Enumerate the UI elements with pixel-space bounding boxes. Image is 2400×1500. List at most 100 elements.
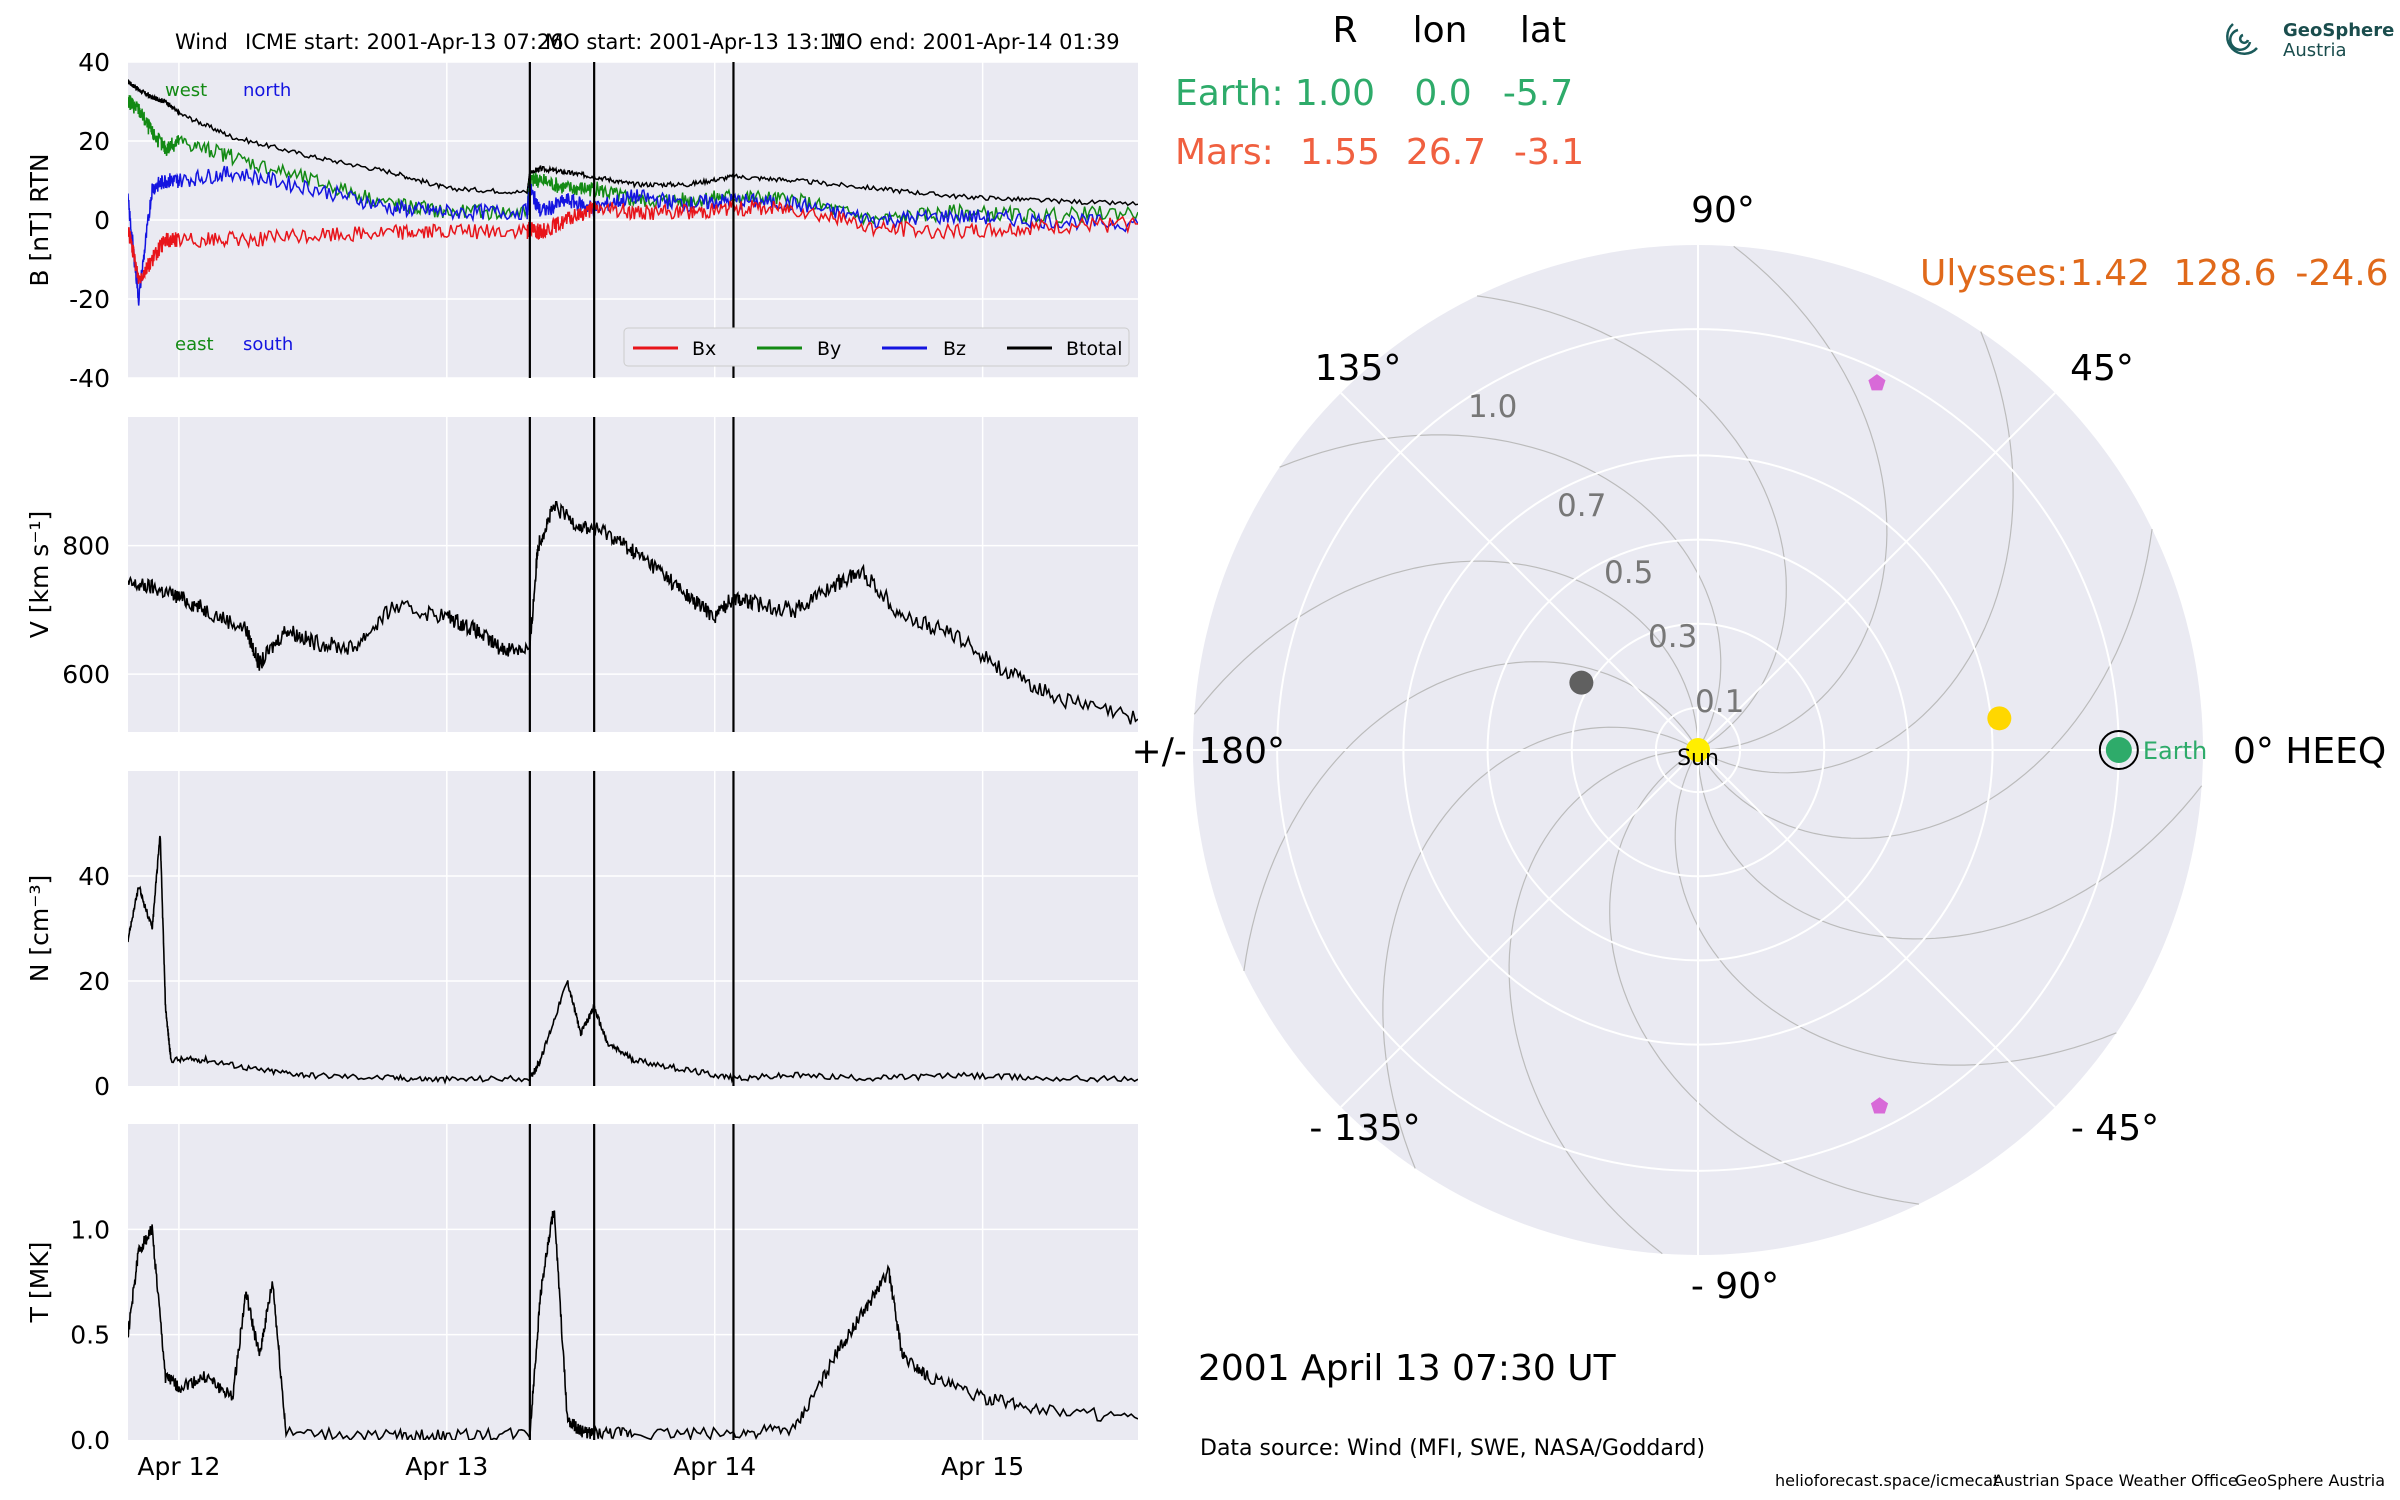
earth-ring xyxy=(2098,730,2139,770)
earth-label: Earth xyxy=(2143,737,2207,765)
mars-name: Mars: xyxy=(1175,132,1274,173)
angular-gridline xyxy=(1697,392,2056,751)
angle-label: 0° HEEQ xyxy=(2233,731,2386,772)
y-tick-label: 0.5 xyxy=(70,1321,110,1350)
footer-org: GeoSphere Austria xyxy=(2235,1471,2385,1490)
west-label: west xyxy=(165,80,207,101)
east-label: east xyxy=(175,334,214,355)
r-tick-label: 0.1 xyxy=(1695,684,1744,720)
sun-marker xyxy=(1686,738,1710,762)
series-line xyxy=(128,835,1138,1085)
y-tick-label: 40 xyxy=(78,48,110,77)
sun-label: Sun xyxy=(1677,746,1719,771)
mars-lat: -3.1 xyxy=(1514,132,1584,173)
panel-1: 40 20 0 -20 -40 B [nT] RTN xyxy=(25,48,1138,393)
legend-bx: Bx xyxy=(692,338,716,360)
series-bz xyxy=(128,165,1138,306)
series-bx xyxy=(128,199,1138,284)
ulysses-r: 1.42 xyxy=(2070,253,2150,294)
ulysses-name: Ulysses: xyxy=(1920,253,2068,294)
angle-label: 135° xyxy=(1315,348,1402,389)
mo-end-label: MO end: 2001-Apr-14 01:39 xyxy=(828,30,1120,54)
panel-2: 800 600 V [km s⁻¹] xyxy=(25,417,1138,732)
r-tick-label: 0.7 xyxy=(1557,488,1606,524)
panel-background xyxy=(128,417,1138,732)
polar-plot: 0.1 0.3 0.5 0.7 1.0 90° 45° 0° HEEQ - 45° - 90° - … xyxy=(1132,190,2387,1307)
angle-label: +/- 180° xyxy=(1132,731,1285,772)
angular-gridline xyxy=(1340,392,1699,751)
col-r: R xyxy=(1332,10,1357,51)
y-tick-label: 1.0 xyxy=(70,1215,110,1244)
panel-background xyxy=(128,1124,1138,1440)
planet-marker xyxy=(1987,706,2012,731)
series-line xyxy=(128,501,1138,725)
ulysses-lat: -24.6 xyxy=(2295,253,2388,294)
x-tick-label: Apr 12 xyxy=(137,1452,220,1481)
spacecraft-marker xyxy=(1868,374,1886,391)
date-text: 2001 April 13 07:30 UT xyxy=(1198,1348,1617,1389)
earth-marker xyxy=(2105,737,2132,763)
south-label: south xyxy=(243,334,293,355)
y-axis-label: T [MK] xyxy=(25,1242,54,1324)
y-tick-label: 600 xyxy=(62,660,110,689)
icme-start-label: ICME start: 2001-Apr-13 07:26 xyxy=(245,30,564,54)
col-lon: lon xyxy=(1413,10,1468,51)
geosphere-logo: GeoSphere Austria xyxy=(2226,20,2394,61)
x-tick-label: Apr 14 xyxy=(673,1452,756,1481)
time-series-panels: 40 20 0 -20 -40 B [nT] RTN 800 600 V [km s⁻¹] 40 2… xyxy=(25,48,1138,1481)
y-axis-label: B [nT] RTN xyxy=(25,153,54,286)
y-axis-label: N [cm⁻³] xyxy=(25,875,54,982)
panel-4: 1.0 0.5 0.0 Apr 12 Apr 13 Apr 14 Apr 15 T [MK] xyxy=(25,1124,1138,1481)
angle-label: 90° xyxy=(1691,190,1755,231)
angle-label: - 90° xyxy=(1691,1266,1779,1307)
series-by xyxy=(128,95,1138,226)
mo-start-label: MO start: 2001-Apr-13 13:11 xyxy=(545,30,846,54)
col-lat: lat xyxy=(1520,10,1566,51)
r-tick-label: 0.3 xyxy=(1648,619,1697,655)
angular-gridline xyxy=(1697,749,2056,1108)
y-tick-label: 20 xyxy=(78,127,110,156)
mars-lon: 26.7 xyxy=(1406,132,1486,173)
angle-label: 45° xyxy=(2070,348,2134,389)
angle-label: - 135° xyxy=(1309,1108,1420,1149)
logo-icon xyxy=(2226,23,2258,55)
spacecraft-label: Wind xyxy=(175,30,228,54)
r-tick-label: 0.5 xyxy=(1604,555,1653,591)
footer-office: Austrian Space Weather Office xyxy=(1993,1471,2238,1490)
y-tick-label: 0.0 xyxy=(70,1426,110,1455)
logo-line1: GeoSphere xyxy=(2283,20,2394,41)
north-label: north xyxy=(243,80,291,101)
legend-by: By xyxy=(817,338,841,360)
y-tick-label: 800 xyxy=(62,532,110,561)
r-tick-label: 1.0 xyxy=(1468,389,1517,425)
series-line xyxy=(128,1210,1138,1440)
x-tick-label: Apr 15 xyxy=(941,1452,1024,1481)
earth-lon: 0.0 xyxy=(1414,73,1471,114)
y-tick-label: -40 xyxy=(69,364,110,393)
planet-marker xyxy=(1569,670,1594,695)
logo-line2: Austria xyxy=(2283,40,2347,61)
legend-bz: Bz xyxy=(943,338,966,360)
angle-label: - 45° xyxy=(2071,1108,2159,1149)
earth-lat: -5.7 xyxy=(1503,73,1573,114)
y-axis-label: V [km s⁻¹] xyxy=(25,511,54,639)
panel-background xyxy=(128,771,1138,1086)
y-tick-label: 0 xyxy=(94,1072,110,1101)
series-btotal xyxy=(128,79,1138,207)
b-legend: Bx By Bz Btotal xyxy=(623,327,1130,367)
spacecraft-marker xyxy=(1870,1097,1889,1114)
y-tick-label: -20 xyxy=(69,285,110,314)
y-tick-label: 40 xyxy=(78,862,110,891)
ulysses-lon: 128.6 xyxy=(2173,253,2276,294)
angular-gridline xyxy=(1340,749,1699,1108)
panel-3: 40 20 0 N [cm⁻³] xyxy=(25,771,1138,1101)
footer-url: helioforecast.space/icmecat xyxy=(1775,1471,1999,1490)
mars-r: 1.55 xyxy=(1300,132,1380,173)
earth-name: Earth: xyxy=(1175,73,1284,114)
earth-r: 1.00 xyxy=(1295,73,1375,114)
y-tick-label: 20 xyxy=(78,967,110,996)
x-tick-label: Apr 13 xyxy=(405,1452,488,1481)
data-source: Data source: Wind (MFI, SWE, NASA/Goddar… xyxy=(1200,1436,1705,1461)
y-tick-label: 0 xyxy=(94,206,110,235)
